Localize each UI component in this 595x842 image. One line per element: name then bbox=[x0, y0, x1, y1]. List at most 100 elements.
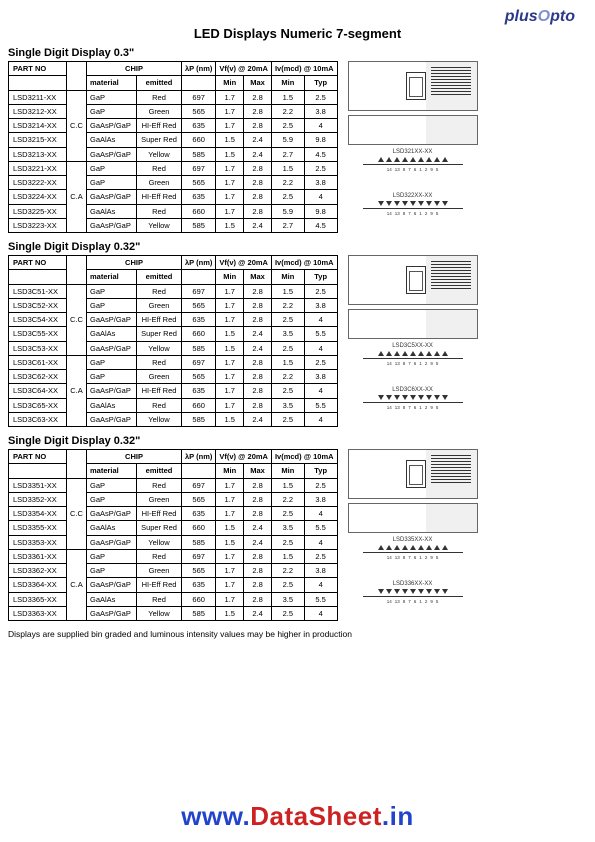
cell-lp: 660 bbox=[182, 398, 216, 412]
cell-lp: 585 bbox=[182, 606, 216, 620]
th-polarity bbox=[67, 256, 87, 285]
th-lp: λP (nm) bbox=[182, 450, 216, 464]
cell-imin: 5.9 bbox=[271, 133, 304, 147]
cell-emitted: Red bbox=[137, 478, 182, 492]
cell-polarity: C.A bbox=[67, 161, 87, 232]
cell-lp: 565 bbox=[182, 104, 216, 118]
cell-ityp: 9.8 bbox=[304, 133, 337, 147]
cell-partno: LSD3221-XX bbox=[9, 161, 67, 175]
cell-imin: 1.5 bbox=[271, 90, 304, 104]
cell-lp: 635 bbox=[182, 507, 216, 521]
cell-vmin: 1.7 bbox=[216, 478, 244, 492]
th-typ: Typ bbox=[304, 76, 337, 90]
cell-partno: LSD3353-XX bbox=[9, 535, 67, 549]
cell-material: GaAsP/GaP bbox=[87, 507, 137, 521]
table-row: LSD3222-XXGaPGreen5651.72.82.23.8 bbox=[9, 176, 338, 190]
cell-material: GaP bbox=[87, 478, 137, 492]
cell-emitted: Red bbox=[137, 549, 182, 563]
th-chip: CHIP bbox=[87, 62, 182, 76]
cell-ityp: 2.5 bbox=[304, 549, 337, 563]
cell-polarity: C.C bbox=[67, 90, 87, 161]
cell-lp: 635 bbox=[182, 578, 216, 592]
cell-lp: 565 bbox=[182, 370, 216, 384]
cell-lp: 635 bbox=[182, 384, 216, 398]
th-emitted: emitted bbox=[137, 270, 182, 284]
cell-ityp: 2.5 bbox=[304, 355, 337, 369]
th-max: Max bbox=[244, 270, 272, 284]
cell-material: GaAlAs bbox=[87, 133, 137, 147]
cell-imin: 1.5 bbox=[271, 161, 304, 175]
cell-polarity: C.A bbox=[67, 549, 87, 620]
package-diagram bbox=[348, 255, 478, 305]
cell-partno: LSD3364-XX bbox=[9, 578, 67, 592]
th-min2: Min bbox=[271, 76, 304, 90]
cell-partno: LSD3215-XX bbox=[9, 133, 67, 147]
cell-imin: 2.2 bbox=[271, 492, 304, 506]
th-emitted: emitted bbox=[137, 76, 182, 90]
cell-vmax: 2.4 bbox=[244, 521, 272, 535]
cell-vmax: 2.8 bbox=[244, 355, 272, 369]
cell-partno: LSD3C64-XX bbox=[9, 384, 67, 398]
cell-vmax: 2.8 bbox=[244, 384, 272, 398]
cell-imin: 2.5 bbox=[271, 341, 304, 355]
cell-vmax: 2.8 bbox=[244, 370, 272, 384]
cell-imin: 2.5 bbox=[271, 190, 304, 204]
section-title: Single Digit Display 0.3" bbox=[8, 47, 587, 59]
cell-vmin: 1.7 bbox=[216, 355, 244, 369]
cell-vmin: 1.7 bbox=[216, 204, 244, 218]
cell-material: GaP bbox=[87, 104, 137, 118]
cell-emitted: Yellow bbox=[137, 147, 182, 161]
cell-material: GaAlAs bbox=[87, 204, 137, 218]
pin-numbers: 14138761295 bbox=[348, 361, 478, 366]
circuit-ca: LSD3C6XX-XX14138761295 bbox=[348, 387, 478, 427]
table-row: LSD3355-XXGaAlAsSuper Red6601.52.43.55.5 bbox=[9, 521, 338, 535]
cell-vmax: 2.8 bbox=[244, 478, 272, 492]
table-row: LSD3C63-XXGaAsP/GaPYellow5851.52.42.54 bbox=[9, 412, 338, 426]
cell-imin: 1.5 bbox=[271, 284, 304, 298]
th-typ: Typ bbox=[304, 270, 337, 284]
circuit-label: LSD3C6XX-XX bbox=[348, 387, 478, 393]
table-row: LSD3361-XXC.AGaPRed6971.72.81.52.5 bbox=[9, 549, 338, 563]
cell-ityp: 5.5 bbox=[304, 327, 337, 341]
cell-partno: LSD3365-XX bbox=[9, 592, 67, 606]
cell-vmin: 1.5 bbox=[216, 327, 244, 341]
cell-emitted: Red bbox=[137, 204, 182, 218]
cell-lp: 635 bbox=[182, 313, 216, 327]
cell-ityp: 4 bbox=[304, 412, 337, 426]
cell-imin: 2.5 bbox=[271, 578, 304, 592]
cell-vmax: 2.8 bbox=[244, 298, 272, 312]
cell-imin: 2.7 bbox=[271, 147, 304, 161]
cell-polarity: C.A bbox=[67, 355, 87, 426]
cell-vmin: 1.5 bbox=[216, 606, 244, 620]
side-diagram bbox=[348, 503, 478, 533]
pin-numbers: 14138761295 bbox=[348, 167, 478, 172]
cell-vmax: 2.8 bbox=[244, 398, 272, 412]
th-partno: PART NO bbox=[9, 450, 67, 464]
cell-vmax: 2.4 bbox=[244, 606, 272, 620]
logo-pto: pto bbox=[550, 8, 575, 25]
th-polarity bbox=[67, 450, 87, 479]
cell-partno: LSD3363-XX bbox=[9, 606, 67, 620]
cell-lp: 660 bbox=[182, 521, 216, 535]
cell-partno: LSD3C51-XX bbox=[9, 284, 67, 298]
th-emitted: emitted bbox=[137, 464, 182, 478]
cell-ityp: 4 bbox=[304, 119, 337, 133]
cell-vmin: 1.7 bbox=[216, 549, 244, 563]
table-row: LSD3363-XXGaAsP/GaPYellow5851.52.42.54 bbox=[9, 606, 338, 620]
logo-plus: plus bbox=[505, 8, 538, 25]
cell-material: GaAsP/GaP bbox=[87, 313, 137, 327]
cell-lp: 565 bbox=[182, 564, 216, 578]
cell-partno: LSD3354-XX bbox=[9, 507, 67, 521]
cell-ityp: 9.8 bbox=[304, 204, 337, 218]
cell-vmin: 1.5 bbox=[216, 535, 244, 549]
cell-partno: LSD3C53-XX bbox=[9, 341, 67, 355]
cell-imin: 3.5 bbox=[271, 521, 304, 535]
table-row: LSD3352-XXGaPGreen5651.72.82.23.8 bbox=[9, 492, 338, 506]
cell-material: GaAsP/GaP bbox=[87, 147, 137, 161]
cell-lp: 585 bbox=[182, 147, 216, 161]
table-row: LSD3C62-XXGaPGreen5651.72.82.23.8 bbox=[9, 370, 338, 384]
th-spacer bbox=[182, 464, 216, 478]
cell-vmin: 1.7 bbox=[216, 384, 244, 398]
cell-material: GaAlAs bbox=[87, 592, 137, 606]
cell-emitted: HI-Eff Red bbox=[137, 507, 182, 521]
